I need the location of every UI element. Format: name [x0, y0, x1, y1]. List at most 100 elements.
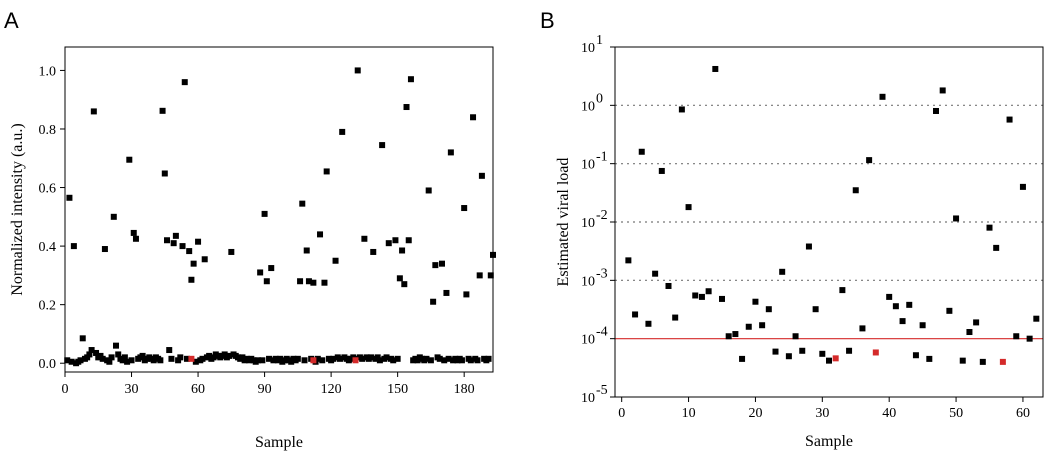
panel-b-data-point	[725, 333, 732, 340]
panel-b-data-point	[973, 319, 980, 326]
panel-a-data-point	[108, 354, 115, 361]
panel-a-data-point	[70, 243, 77, 250]
panel-b-data-point	[678, 106, 685, 113]
panel-b-data-point	[906, 301, 913, 308]
panel-b-data-point	[759, 322, 766, 329]
panel-a-data-point	[427, 357, 434, 364]
panel-a-data-point	[299, 200, 306, 207]
panel-b-y-tick-label: 10	[581, 333, 595, 348]
panel-b-highlight-point	[832, 355, 839, 362]
panel-b-data-point	[732, 331, 739, 338]
panel-a-data-point	[186, 248, 193, 255]
panel-a-data-point	[201, 256, 208, 263]
panel-a-data-point	[164, 237, 171, 244]
panel-b-data-point	[986, 224, 993, 231]
panel-b-data-point	[959, 357, 966, 364]
panel-a-data-point	[66, 194, 73, 201]
panel-a-data-point	[461, 205, 468, 212]
panel-a-x-tick-label: 180	[454, 382, 475, 397]
panel-a-x-axis-title: Sample	[255, 434, 303, 451]
panel-a-data-point	[266, 355, 273, 362]
panel-a-data-point	[379, 142, 386, 149]
panel-b-data-point	[966, 329, 973, 336]
panel-a-x-tick-label: 120	[321, 382, 342, 397]
panel-a-data-point	[476, 272, 483, 279]
panel-b-y-tick-exponent: -5	[596, 383, 608, 398]
panel-a-data-point	[336, 355, 343, 362]
panel-b-y-tick-label: 10	[581, 216, 595, 231]
panel-a-data-point	[423, 355, 430, 362]
panel-b-x-tick-label: 40	[882, 406, 896, 421]
panel-b-x-tick-label: 30	[815, 406, 829, 421]
panel-b-y-tick-exponent: -1	[596, 150, 608, 165]
panel-a-data-point	[86, 351, 93, 358]
panel-b-x-tick-label: 10	[682, 406, 696, 421]
panel-a-y-tick-label: 0.4	[39, 240, 57, 255]
panel-b-data-point	[839, 287, 846, 294]
panel-a-data-point	[64, 357, 71, 364]
panel-a-data-point	[179, 243, 186, 250]
panel-b-data-point	[805, 243, 812, 250]
panel-a-plot-frame	[64, 46, 494, 373]
panel-a-data-point	[139, 352, 146, 359]
panel-b-data-point	[812, 306, 819, 313]
panel-b-data-point	[772, 348, 779, 355]
panel-a-data-point	[436, 355, 443, 362]
panel-b-data-point	[1033, 315, 1040, 322]
panel-a-data-point	[310, 279, 317, 286]
panel-b-data-point	[1006, 116, 1013, 123]
panel-b-data-point	[993, 244, 1000, 251]
panel-a-data-point	[430, 298, 437, 305]
panel-a-data-point	[126, 156, 133, 163]
panel-a-data-point	[157, 357, 164, 364]
panel-a-data-point	[68, 358, 75, 365]
panel-a-data-point	[396, 275, 403, 282]
panel-a-data-point	[181, 79, 188, 86]
panel-a-data-point	[394, 355, 401, 362]
panel-b-data-point	[632, 311, 639, 318]
panel-a-data-point	[110, 213, 117, 220]
panel-b-data-point	[859, 325, 866, 332]
panel-b-y-tick-exponent: -2	[596, 208, 608, 223]
panel-b-data-point	[665, 282, 672, 289]
panel-b-data-point	[912, 352, 919, 359]
panel-a-data-point	[407, 76, 414, 83]
panel-b-data-point	[1026, 335, 1033, 342]
panel-b-data-point	[645, 320, 652, 327]
panel-b-data-point	[1013, 333, 1020, 340]
panel-a-data-point	[115, 351, 122, 358]
panel-a-data-point	[188, 276, 195, 283]
panel-a-data-point	[354, 67, 361, 74]
panel-b-y-tick-exponent: -3	[596, 266, 608, 281]
panel-b-y-tick-exponent: 0	[596, 91, 603, 106]
panel-a-data-point	[376, 357, 383, 364]
panel-a-data-point	[90, 108, 97, 115]
panel-a-data-point	[261, 210, 268, 217]
panel-a-data-point	[177, 354, 184, 361]
panel-b-data-point	[879, 93, 886, 100]
panel-a-data-point	[399, 247, 406, 254]
panel-a-data-point	[106, 358, 113, 365]
panel-a-data-point	[166, 347, 173, 354]
panel-b-data-point	[625, 257, 632, 264]
panel-b-data-point	[933, 107, 939, 114]
panel-a-data-point	[478, 172, 485, 179]
panel-a-data-point	[88, 347, 95, 354]
panel-b-y-tick-label: 10	[581, 99, 595, 114]
panel-a-x-tick-label: 150	[387, 382, 408, 397]
panel-b-data-point	[799, 347, 806, 354]
panel-a-highlight-point	[188, 355, 195, 362]
panel-a-y-tick-label: 1.0	[39, 64, 57, 79]
panel-b-data-point	[752, 298, 759, 305]
panel-a-data-point	[228, 248, 235, 255]
panel-a-data-point	[190, 260, 197, 267]
panel-a-data-point	[317, 231, 324, 238]
panel-a-data-point	[390, 357, 397, 364]
panel-b-highlight-point	[872, 349, 879, 356]
panel-a-y-tick-label: 0.2	[39, 299, 57, 314]
panel-a-y-tick-label: 0.6	[39, 182, 57, 197]
panel-b-data-point	[739, 355, 746, 362]
panel-a-highlight-point	[352, 357, 359, 364]
panel-a-data-point	[401, 281, 408, 288]
